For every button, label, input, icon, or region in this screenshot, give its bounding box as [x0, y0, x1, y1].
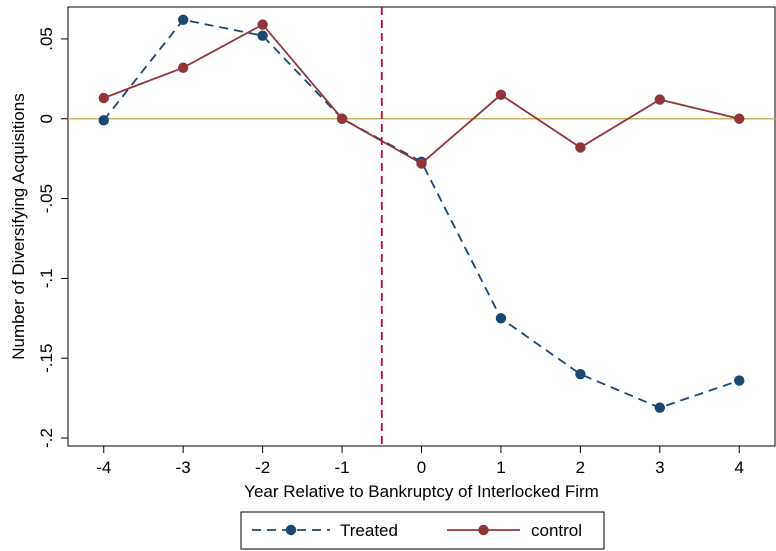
legend-marker-treated	[285, 524, 297, 536]
series-line-control	[103, 23, 740, 165]
x-axis-title: Year Relative to Bankruptcy of Interlock…	[244, 482, 599, 501]
data-point-control	[654, 94, 666, 105]
data-point-treated	[575, 368, 586, 380]
x-axis: -4 -3 -2 -1 0 1 2 3 4	[96, 446, 744, 477]
data-point-control	[734, 113, 745, 124]
y-tick-label: -.05	[37, 184, 56, 213]
y-tick-label: -.1	[37, 268, 56, 288]
reference-lines	[68, 7, 775, 446]
x-tick-label: 0	[417, 458, 426, 477]
legend-label-control: control	[531, 521, 582, 540]
data-point-control	[336, 113, 348, 124]
series-line-treated	[102, 18, 740, 409]
data-point-treated	[177, 14, 189, 25]
x-tick-label: -1	[334, 458, 349, 477]
data-point-control	[177, 62, 189, 73]
data-point-control	[495, 89, 507, 101]
x-tick-label: 3	[655, 458, 664, 477]
y-tick-label: 0	[37, 114, 56, 123]
data-point-control	[257, 19, 268, 30]
data-point-treated	[734, 375, 745, 386]
legend: Treated control	[240, 511, 605, 550]
plot-frame	[67, 6, 776, 447]
data-point-control	[98, 92, 109, 104]
y-tick-label: -.2	[37, 428, 56, 448]
x-tick-label: -2	[255, 458, 270, 477]
plot-area	[67, 6, 776, 447]
legend-label-treated: Treated	[340, 521, 398, 540]
data-point-control	[416, 158, 427, 169]
x-tick-label: -3	[176, 458, 191, 477]
data-point-treated	[98, 115, 109, 126]
data-point-treated	[495, 313, 507, 324]
data-point-treated	[654, 402, 666, 413]
legend-marker-control	[478, 524, 489, 536]
y-tick-label: .05	[37, 27, 56, 51]
y-axis-title: Number of Diversifying Acquisitions	[9, 93, 28, 359]
x-tick-label: -4	[96, 458, 111, 477]
x-tick-label: 4	[735, 458, 744, 477]
y-tick-label: -.15	[37, 344, 56, 373]
y-axis: .05 0 -.05 -.1 -.15 -.2	[37, 27, 68, 448]
data-point-control	[575, 142, 586, 153]
series-layer	[98, 14, 745, 413]
x-tick-label: 1	[496, 458, 505, 477]
data-point-treated	[257, 30, 268, 41]
x-tick-label: 2	[576, 458, 585, 477]
